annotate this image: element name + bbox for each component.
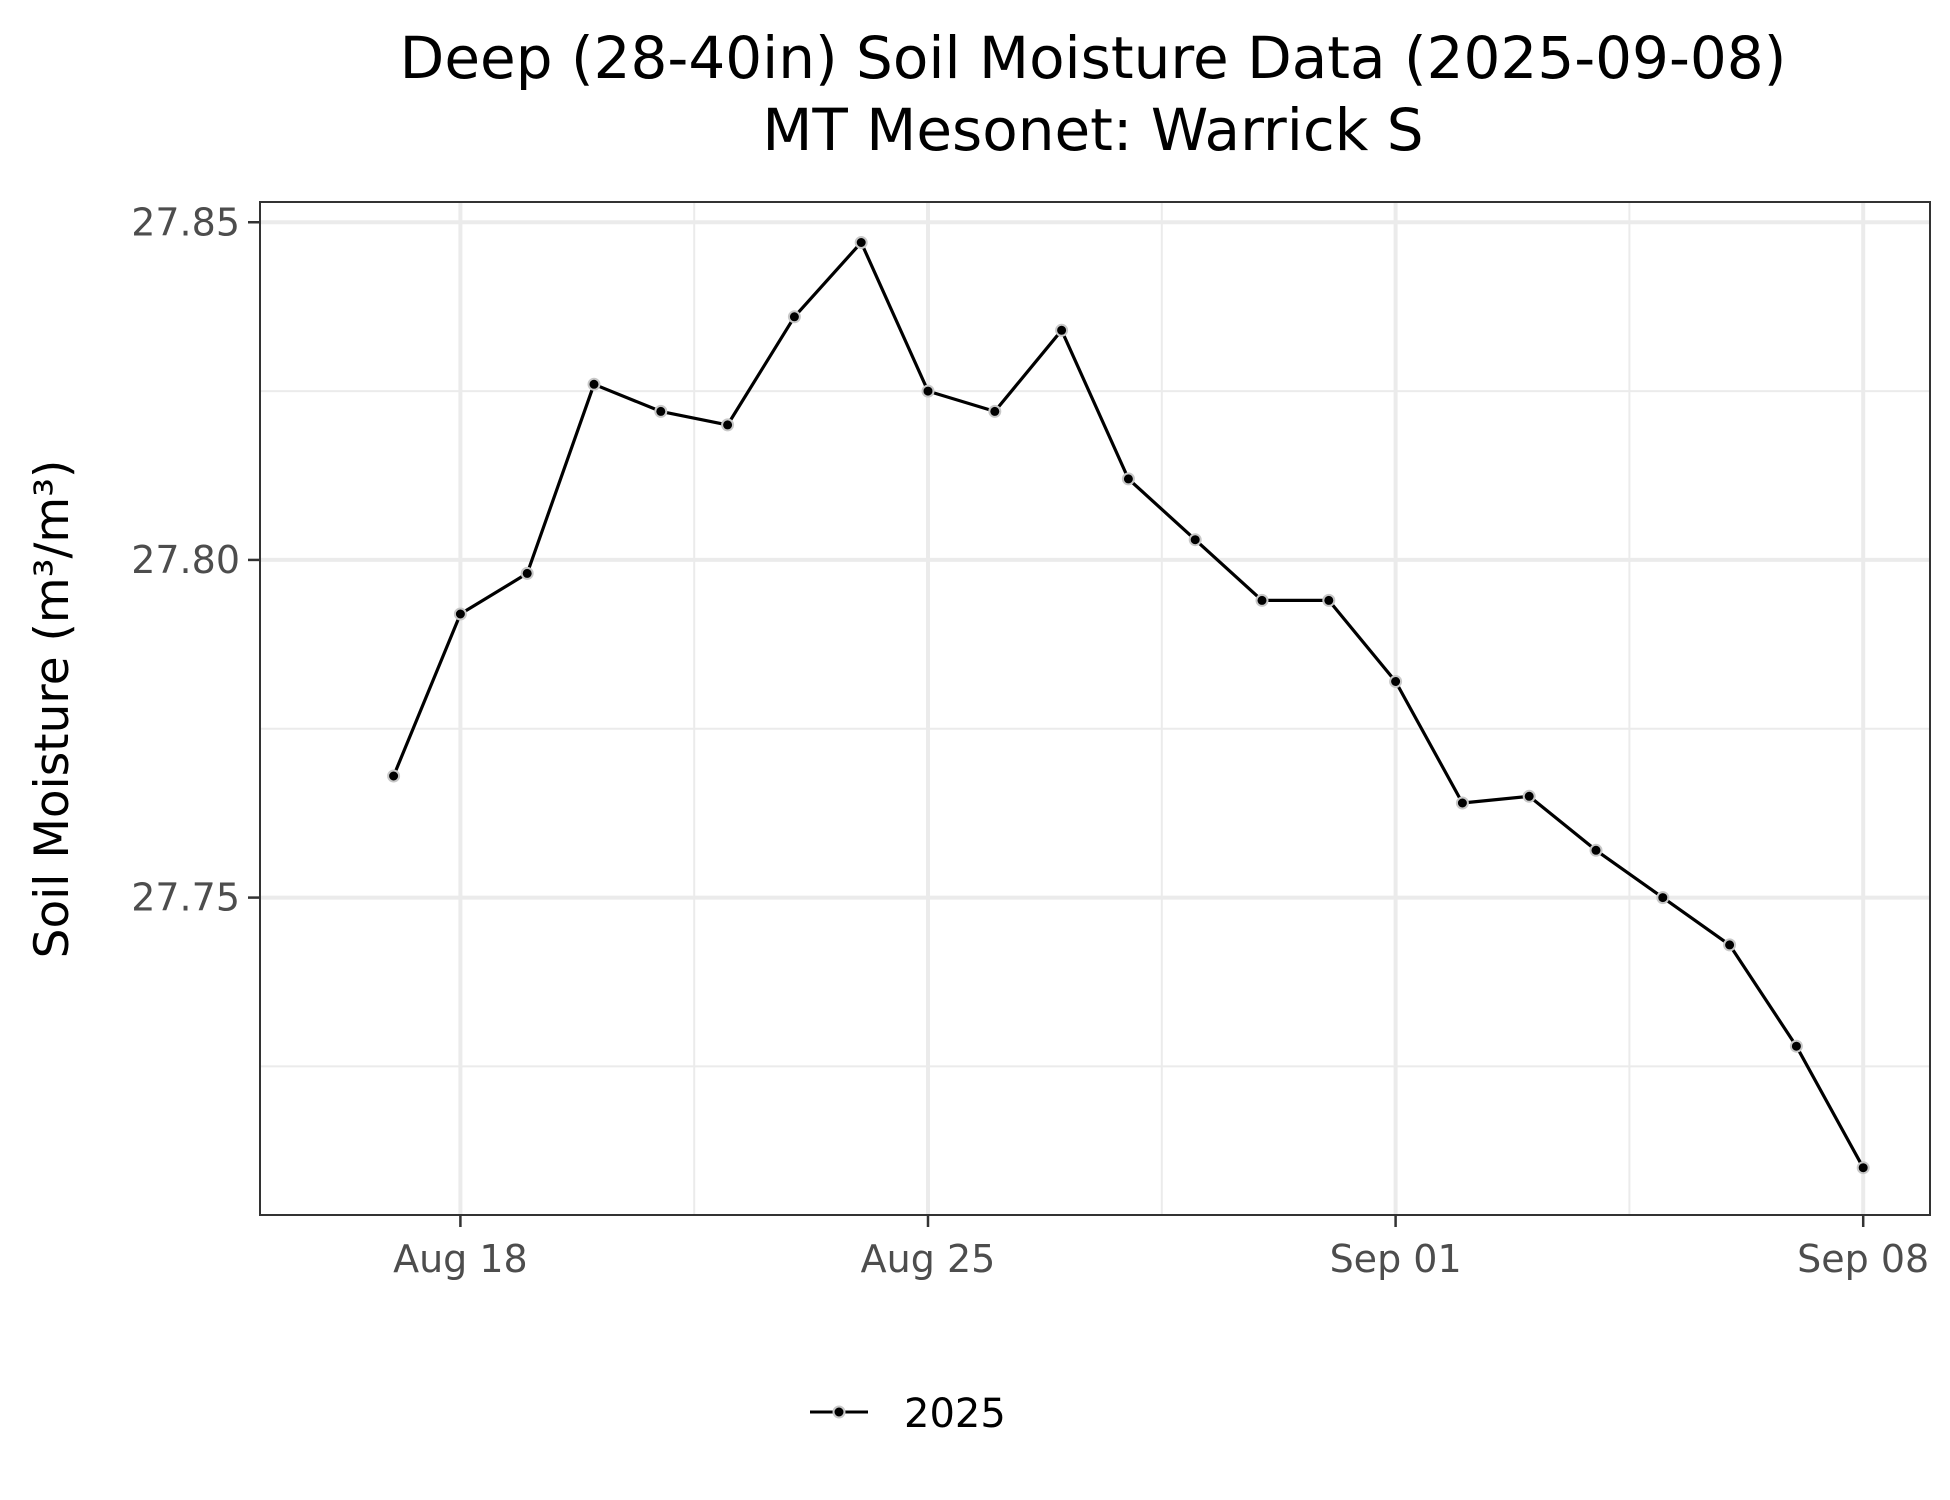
x-tick-label: Aug 25 <box>861 1237 996 1281</box>
x-tick-label: Aug 18 <box>393 1237 528 1281</box>
data-point <box>854 236 868 249</box>
y-axis: 27.75 27.80 27.85 <box>131 200 260 920</box>
data-point <box>520 566 534 580</box>
data-point <box>1389 675 1403 688</box>
data-point <box>1723 938 1737 952</box>
data-point <box>587 377 601 391</box>
legend: 2025 <box>810 1391 1006 1437</box>
major-gridlines <box>260 202 1930 1215</box>
data-point <box>1255 593 1269 607</box>
data-point <box>1856 1161 1870 1175</box>
x-tick-label: Sep 01 <box>1330 1237 1462 1281</box>
legend-key-point <box>832 1405 846 1419</box>
legend-label-2025: 2025 <box>904 1391 1006 1437</box>
data-point <box>1121 472 1135 486</box>
series-layer <box>387 236 1870 1175</box>
x-axis: Aug 18 Aug 25 Sep 01 Sep 08 <box>393 1215 1929 1281</box>
plot-panel-border <box>259 201 1931 1216</box>
minor-gridlines <box>260 202 1930 1215</box>
data-point <box>1055 323 1069 337</box>
chart-subtitle: MT Mesonet: Warrick S <box>762 96 1423 164</box>
data-point <box>787 310 801 324</box>
data-point <box>1188 533 1202 547</box>
y-tick-label: 27.80 <box>131 538 240 582</box>
x-tick-label: Sep 08 <box>1797 1237 1929 1281</box>
data-point <box>654 404 668 418</box>
data-point <box>1789 1039 1803 1053</box>
data-point <box>1522 789 1536 803</box>
data-point <box>988 404 1002 418</box>
y-tick-label: 27.75 <box>131 876 240 920</box>
data-point <box>1656 891 1670 905</box>
data-point <box>921 384 935 398</box>
data-point <box>387 769 401 783</box>
y-tick-label: 27.85 <box>131 200 240 244</box>
data-point <box>1455 796 1469 810</box>
data-point <box>1322 593 1336 607</box>
data-point <box>1589 843 1603 857</box>
data-point <box>453 607 467 621</box>
data-point <box>721 418 735 432</box>
y-axis-title: Soil Moisture (m³/m³) <box>25 460 80 959</box>
chart-title: Deep (28-40in) Soil Moisture Data (2025-… <box>400 24 1787 92</box>
